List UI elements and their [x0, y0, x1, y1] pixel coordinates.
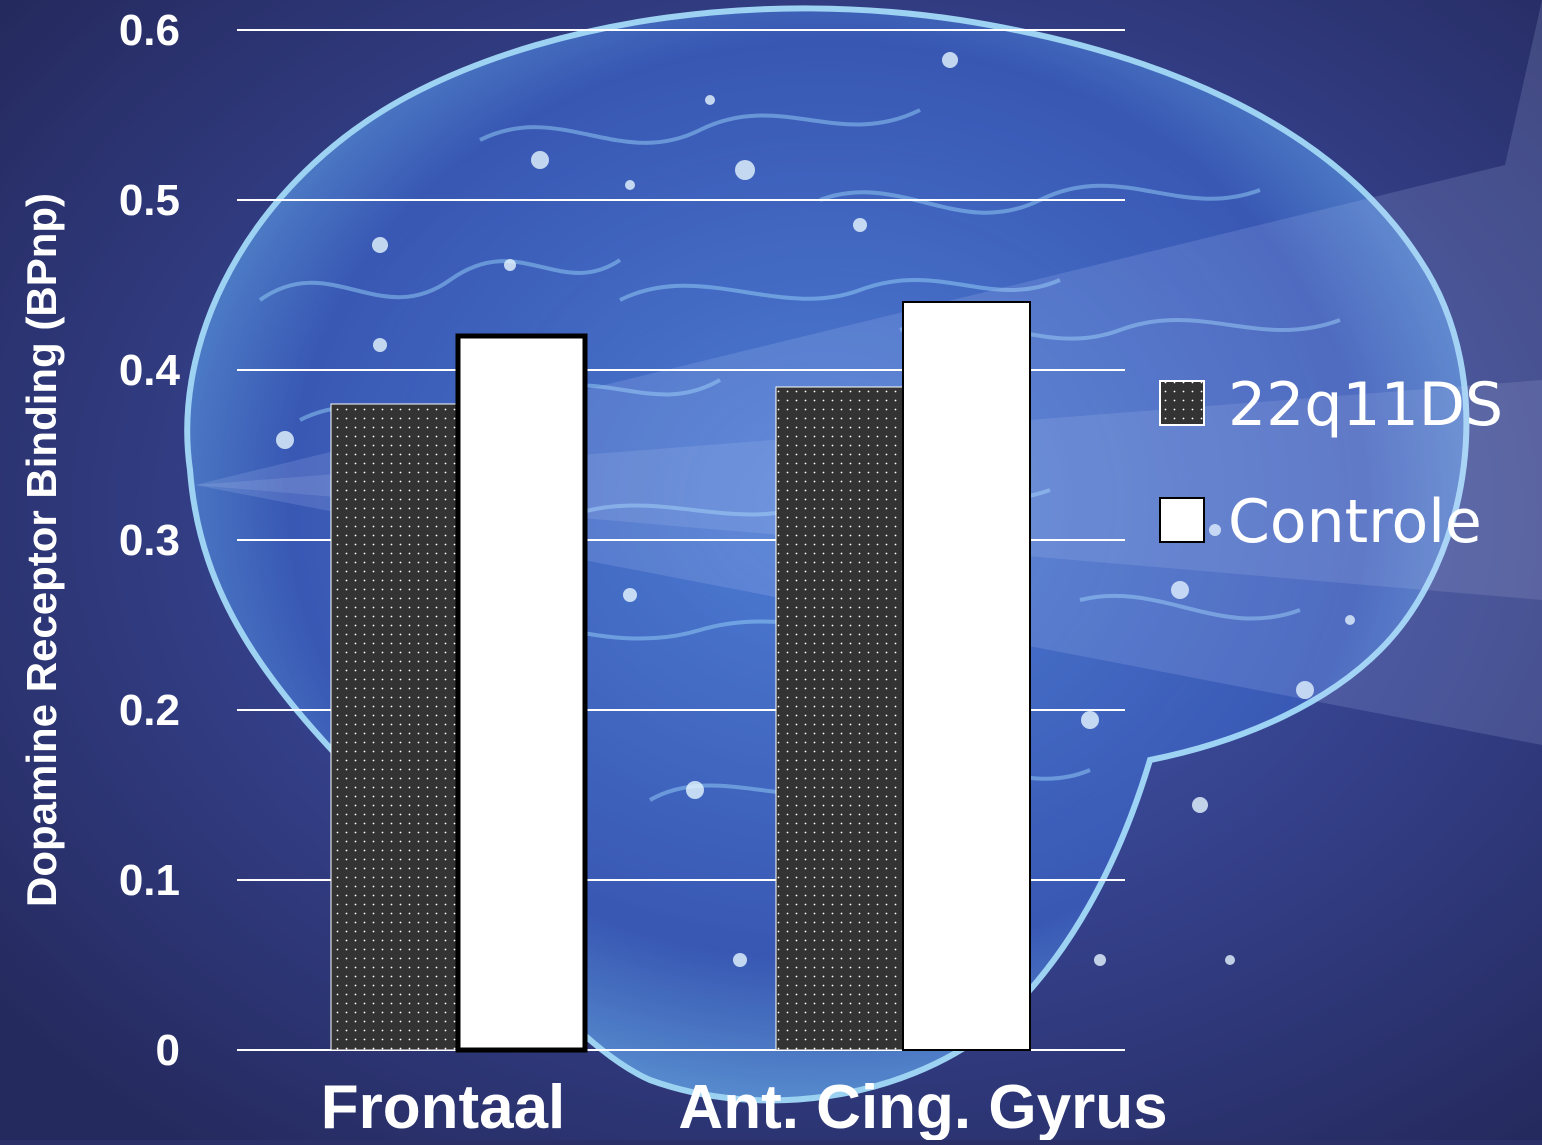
legend-label: Controle [1228, 487, 1482, 557]
y-axis-ticks: 0 0.1 0.2 0.3 0.4 0.5 0.6 [119, 6, 181, 1075]
bar-controle-ant-cing-gyrus [902, 301, 1031, 1051]
y-tick-label: 0.5 [119, 176, 180, 225]
legend-swatch [1159, 380, 1205, 426]
y-tick-label: 0.3 [119, 516, 180, 565]
x-axis-labels: Frontaal Ant. Cing. Gyrus [321, 1073, 1168, 1142]
y-tick-label: 0.6 [119, 6, 180, 55]
bars [330, 301, 1031, 1053]
x-tick-label: Ant. Cing. Gyrus [678, 1073, 1167, 1140]
y-tick-label: 0.4 [119, 346, 181, 395]
y-tick-label: 0.1 [119, 856, 180, 905]
bar-22q11ds-ant-cing-gyrus [775, 386, 904, 1051]
legend: 22q11DS Controle [1159, 370, 1503, 557]
legend-label: 22q11DS [1228, 370, 1503, 440]
y-tick-label: 0.2 [119, 686, 180, 735]
bar-controle-frontaal [455, 333, 588, 1053]
x-tick-label: Frontaal [321, 1073, 566, 1140]
y-tick-label: 0 [156, 1026, 180, 1075]
y-axis-label: Dopamine Receptor Binding (BPnp) [18, 193, 65, 907]
bar-22q11ds-frontaal [330, 403, 459, 1051]
legend-swatch [1159, 497, 1205, 543]
